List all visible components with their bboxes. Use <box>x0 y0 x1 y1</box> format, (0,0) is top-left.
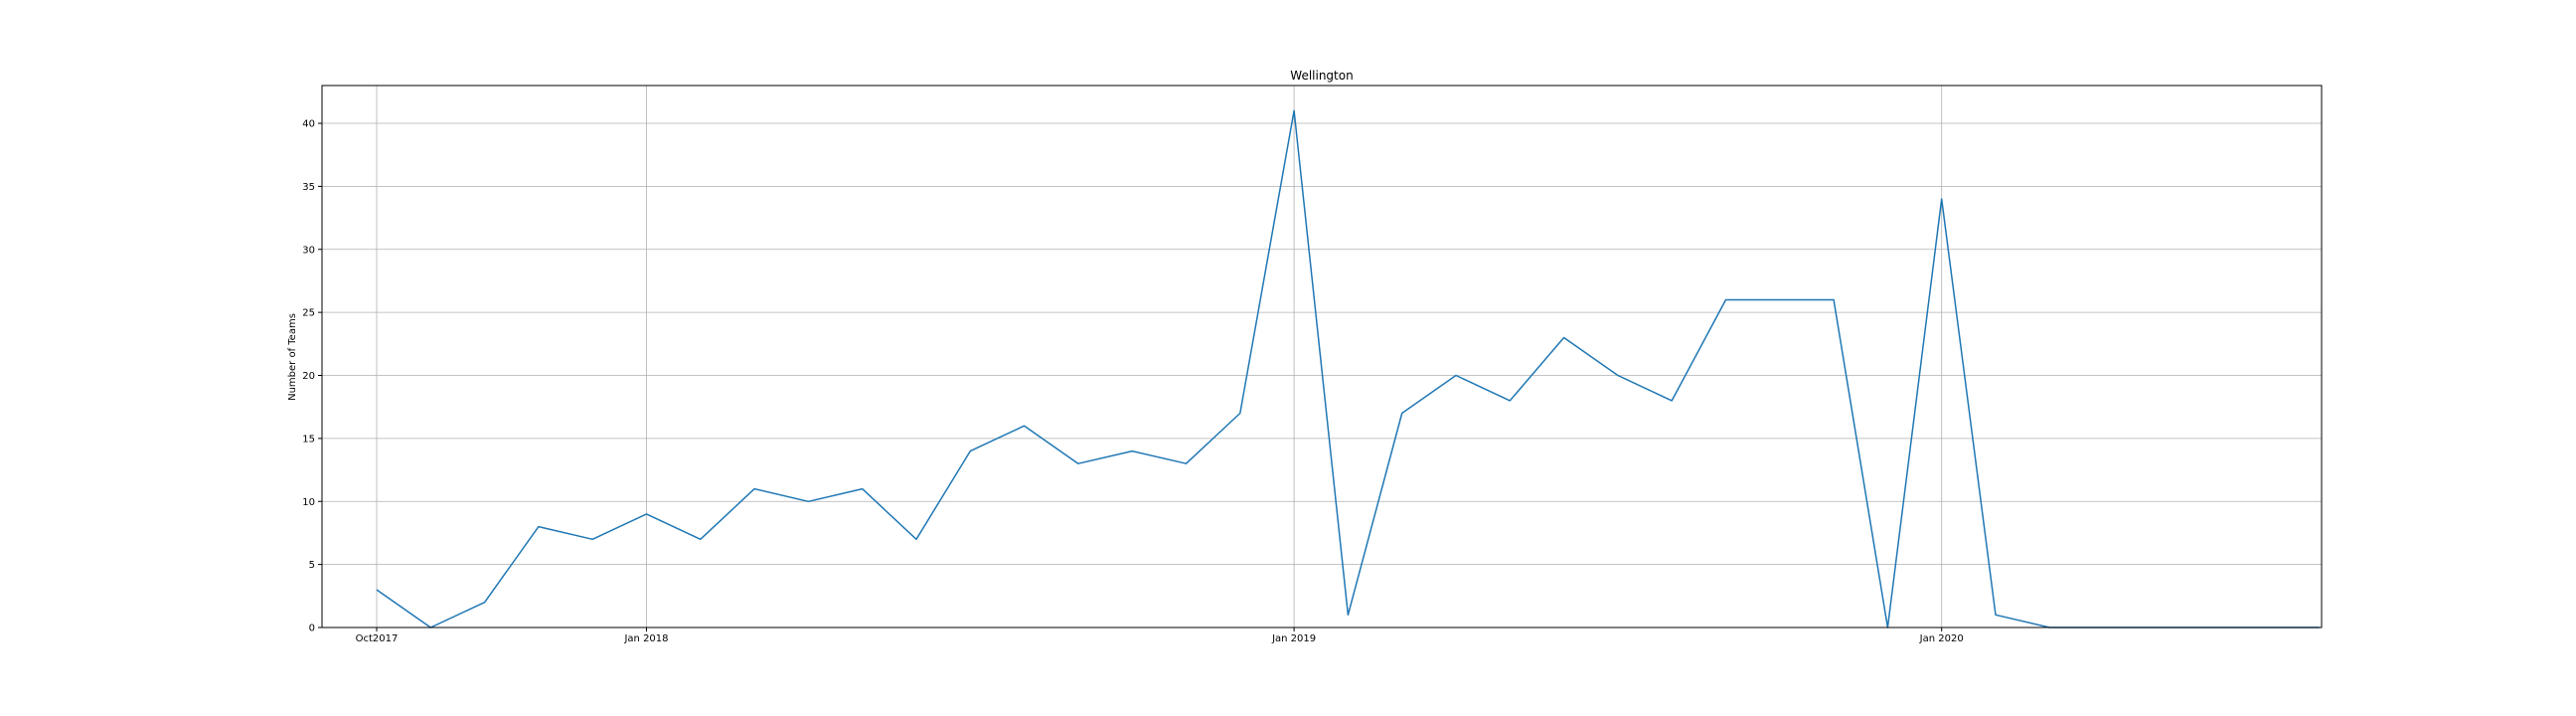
y-tick-label: 10 <box>302 497 315 508</box>
x-tick-label: Jan 2019 <box>1271 633 1316 644</box>
plot-frame <box>321 85 2323 628</box>
y-axis-label: Number of Teams <box>287 313 298 401</box>
chart-title: Wellington <box>1290 69 1353 83</box>
y-tick-label: 15 <box>302 434 315 445</box>
x-tick-label: Oct2017 <box>356 633 399 644</box>
x-axis: Oct2017 Jan 2018 Jan 2019 Jan 2020 <box>356 627 1964 644</box>
y-tick-label: 5 <box>309 560 315 571</box>
y-tick-label: 35 <box>302 182 315 193</box>
y-axis: 0 5 10 15 20 25 30 35 40 <box>302 119 322 634</box>
x-tick-label: Jan 2020 <box>1919 633 1964 644</box>
y-tick-label: 0 <box>309 624 315 634</box>
y-tick-label: 20 <box>302 371 315 382</box>
x-tick-label: Jan 2018 <box>623 633 668 644</box>
y-tick-label: 30 <box>302 245 315 256</box>
y-tick-label: 40 <box>302 119 315 130</box>
y-tick-label: 25 <box>302 308 315 319</box>
series-line <box>376 109 2320 628</box>
series-layer <box>376 109 2320 628</box>
